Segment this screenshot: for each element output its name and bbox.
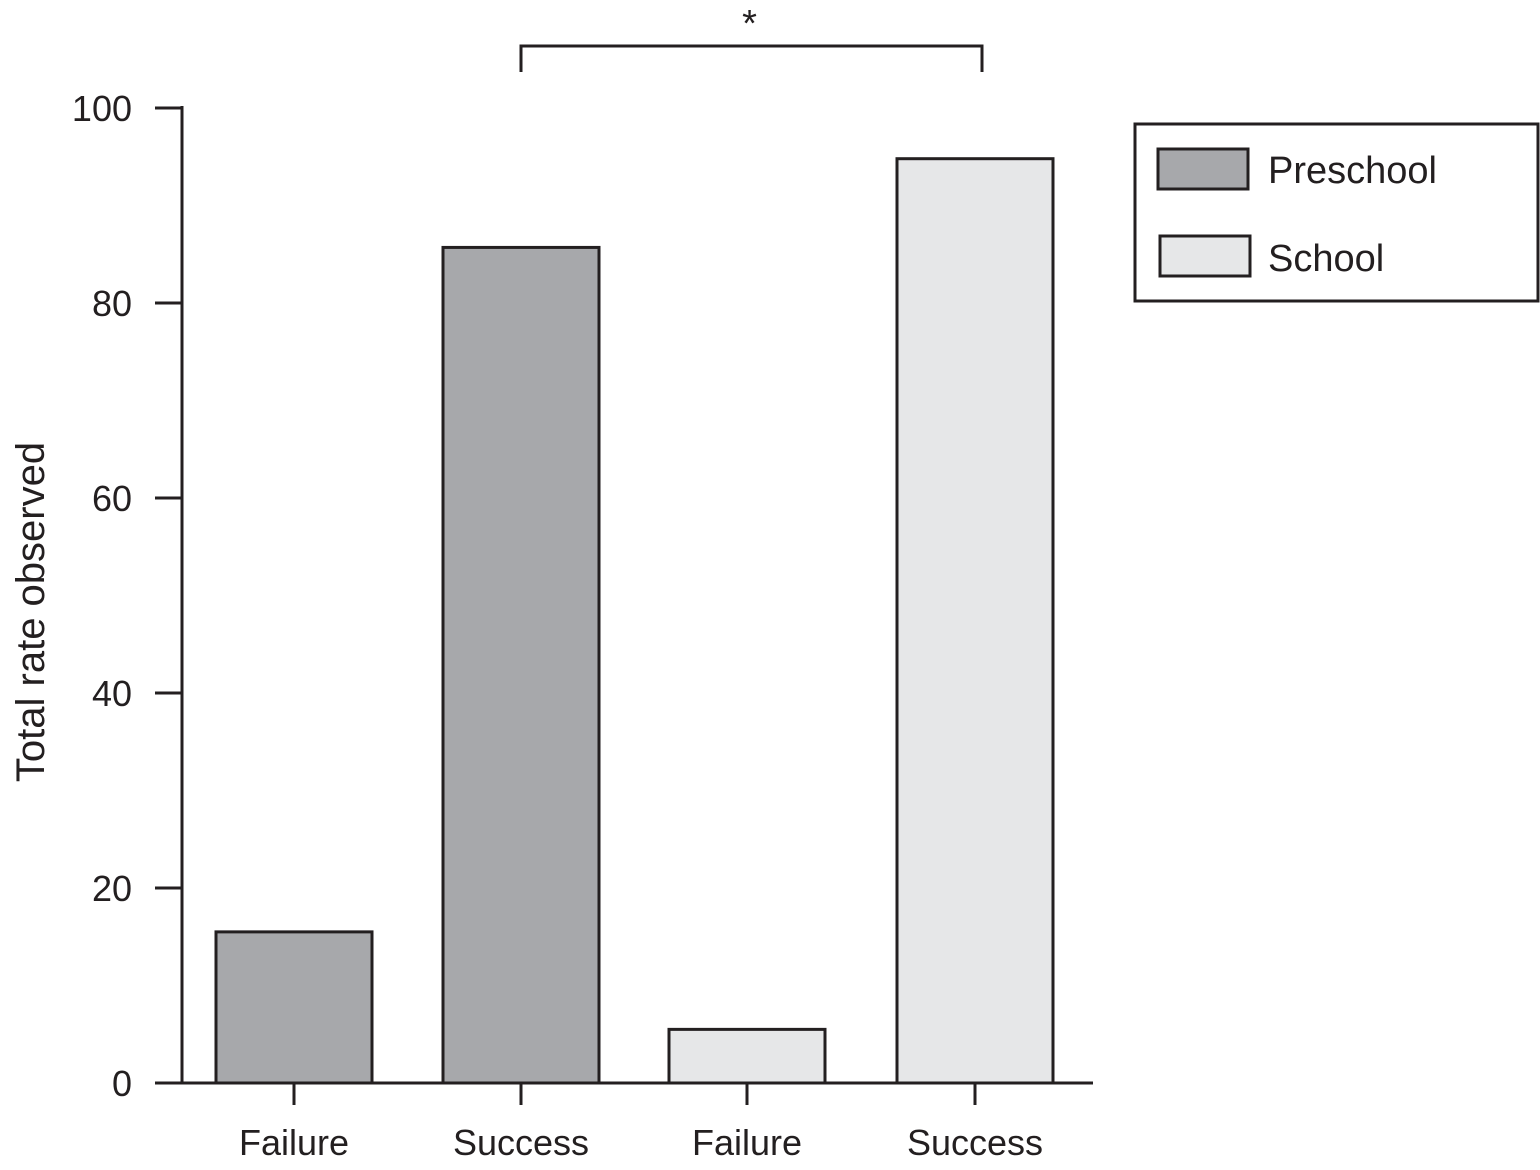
y-ticks-layer: 0 20 40 60 80 100 [72,88,182,1104]
y-tick-label: 20 [92,868,132,909]
x-tick-label: Success [907,1122,1043,1163]
bar-school-failure [667,1027,827,1085]
significance-marker: * [742,3,757,45]
y-tick-label: 80 [92,283,132,324]
y-axis-title: Total rate observed [9,442,53,782]
y-tick-label: 60 [92,478,132,519]
y-tick-label: 0 [112,1063,132,1104]
x-tick-label: Failure [239,1122,349,1163]
bar-school-success [895,157,1055,1085]
x-tick-label: Failure [692,1122,802,1163]
y-tick-label: 40 [92,673,132,714]
legend-swatch-school [1158,234,1252,278]
bar-preschool-failure [214,930,374,1085]
x-ticks-layer: Failure Success Failure Success [239,1083,1043,1163]
legend-label-school: School [1268,238,1384,280]
legend-label-preschool: Preschool [1268,150,1437,192]
significance-bracket: * [519,3,984,72]
bars-layer [214,157,1055,1085]
bar-preschool-success [441,245,601,1085]
axes-layer [155,106,1093,1085]
bracket-line [519,44,984,72]
y-tick-label: 100 [72,88,132,129]
x-tick-label: Success [453,1122,589,1163]
legend: Preschool School [1133,122,1540,303]
legend-swatch-preschool [1156,147,1250,191]
